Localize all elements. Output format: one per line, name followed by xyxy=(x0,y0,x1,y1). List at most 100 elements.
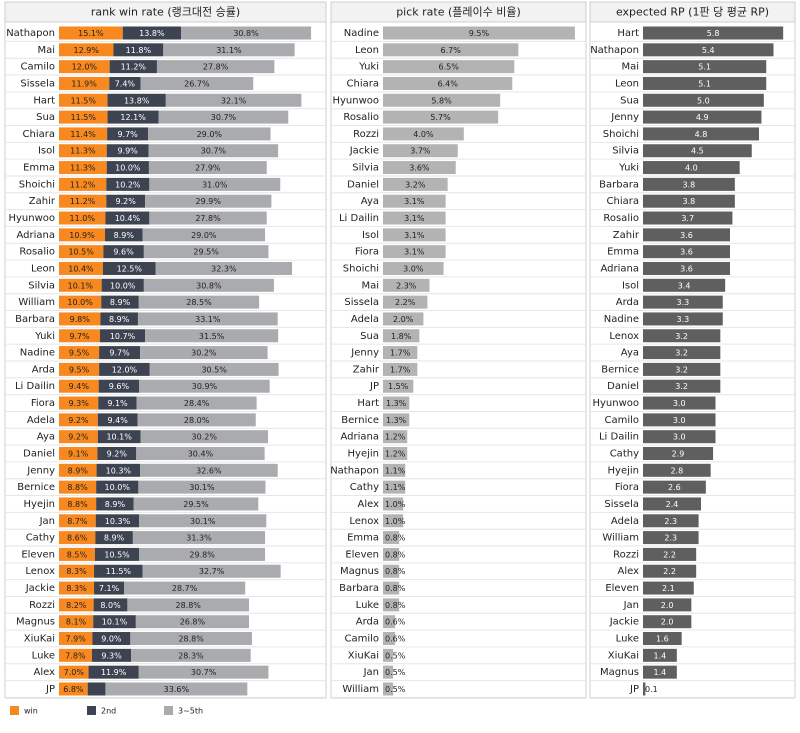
category-label: Sua xyxy=(620,95,639,106)
value-label: 2.0 xyxy=(661,618,674,627)
bar xyxy=(643,346,721,360)
panel-title: rank win rate (랭크대전 승률) xyxy=(91,6,240,19)
category-label: Luke xyxy=(616,634,639,645)
value-label: 31.1% xyxy=(216,46,242,55)
value-label: 10.2% xyxy=(115,180,141,189)
bar-segment xyxy=(91,648,132,662)
value-label: 9.4% xyxy=(108,416,129,425)
value-label: 2.0 xyxy=(661,601,674,610)
category-label: Yuki xyxy=(34,331,55,342)
bar xyxy=(643,447,714,460)
value-label: 30.1% xyxy=(189,483,215,492)
category-label: JP xyxy=(45,684,55,695)
bar xyxy=(383,245,446,259)
bar xyxy=(383,598,400,612)
value-label: 5.4 xyxy=(702,46,715,55)
value-label: 9.5% xyxy=(69,365,90,374)
value-label: 8.8% xyxy=(67,500,88,509)
bar xyxy=(643,514,699,528)
bar-segment xyxy=(99,346,141,360)
value-label: 10.0% xyxy=(67,298,93,307)
bar-segment xyxy=(107,93,166,107)
category-label: Lenox xyxy=(25,566,55,577)
bar xyxy=(643,463,711,477)
category-label: Sissela xyxy=(344,297,379,308)
bar-segment xyxy=(137,413,256,427)
bar-segment xyxy=(59,245,104,259)
value-label: 3.2 xyxy=(675,349,688,358)
bar xyxy=(643,497,701,511)
category-label: Rosalio xyxy=(343,112,379,123)
value-label: 28.4% xyxy=(184,399,210,408)
category-label: Barbara xyxy=(15,314,55,325)
bar xyxy=(383,564,400,578)
value-label: 3.6% xyxy=(409,164,430,173)
bar-segment xyxy=(93,615,136,629)
bar-segment xyxy=(136,396,257,410)
bar xyxy=(383,26,575,40)
value-label: 26.8% xyxy=(180,618,206,627)
value-label: 27.8% xyxy=(195,214,221,223)
bar xyxy=(643,581,694,595)
category-label: Hyunwoo xyxy=(592,398,639,409)
value-label: 4.8 xyxy=(695,130,708,139)
value-label: 0.5% xyxy=(385,651,406,660)
value-label: 3.6 xyxy=(680,264,693,273)
bar xyxy=(383,447,408,460)
bar-segment xyxy=(94,581,125,595)
bar-segment xyxy=(59,177,107,191)
category-label: Arda xyxy=(616,297,639,308)
category-label: William xyxy=(602,533,639,544)
bar xyxy=(643,245,730,259)
bar-segment xyxy=(139,547,266,561)
category-label: Jackie xyxy=(25,583,55,594)
bar-segment xyxy=(136,447,265,460)
bar-segment xyxy=(149,177,281,191)
category-label: Cathy xyxy=(350,482,379,493)
bar-segment xyxy=(59,463,97,477)
bar-segment xyxy=(140,346,268,360)
bar-segment xyxy=(106,177,150,191)
value-label: 9.0% xyxy=(101,635,122,644)
category-label: Leon xyxy=(615,78,639,89)
value-label: 2.8 xyxy=(670,466,683,475)
bar-segment xyxy=(140,463,278,477)
value-label: 8.0% xyxy=(100,601,121,610)
bar-segment xyxy=(87,682,106,696)
value-label: 30.7% xyxy=(211,113,237,122)
category-label: Zahir xyxy=(353,364,380,375)
category-label: Hyunwoo xyxy=(8,213,55,224)
value-label: 29.0% xyxy=(197,130,223,139)
category-label: Jackie xyxy=(349,146,379,157)
category-label: XiuKai xyxy=(348,650,379,661)
bar xyxy=(383,531,400,545)
value-label: 30.2% xyxy=(191,349,217,358)
category-label: Fiora xyxy=(615,482,639,493)
value-label: 3.4 xyxy=(678,281,691,290)
category-label: Arda xyxy=(356,617,379,628)
value-label: 1.3% xyxy=(386,416,407,425)
value-label: 8.9% xyxy=(110,298,131,307)
bar xyxy=(643,665,677,679)
value-label: 9.7% xyxy=(109,349,130,358)
legend-label: 3~5th xyxy=(178,707,203,716)
category-label: Jan xyxy=(39,516,55,527)
value-label: 2.2 xyxy=(663,550,676,559)
category-label: Jenny xyxy=(26,465,55,476)
value-label: 1.4 xyxy=(654,651,667,660)
value-label: 0.8% xyxy=(385,584,406,593)
category-label: Hart xyxy=(617,28,639,39)
value-label: 11.5% xyxy=(71,113,97,122)
value-label: 1.2% xyxy=(385,450,406,459)
value-label: 9.8% xyxy=(70,315,91,324)
category-label: JP xyxy=(369,381,379,392)
bar-segment xyxy=(96,497,134,511)
bar-segment xyxy=(59,581,95,595)
value-label: 9.7% xyxy=(69,332,90,341)
category-label: Emma xyxy=(607,247,639,258)
value-label: 10.9% xyxy=(69,231,95,240)
bar-segment xyxy=(59,228,106,242)
value-label: 4.9 xyxy=(696,113,709,122)
value-label: 9.7% xyxy=(117,130,138,139)
category-label: Bernice xyxy=(601,364,639,375)
